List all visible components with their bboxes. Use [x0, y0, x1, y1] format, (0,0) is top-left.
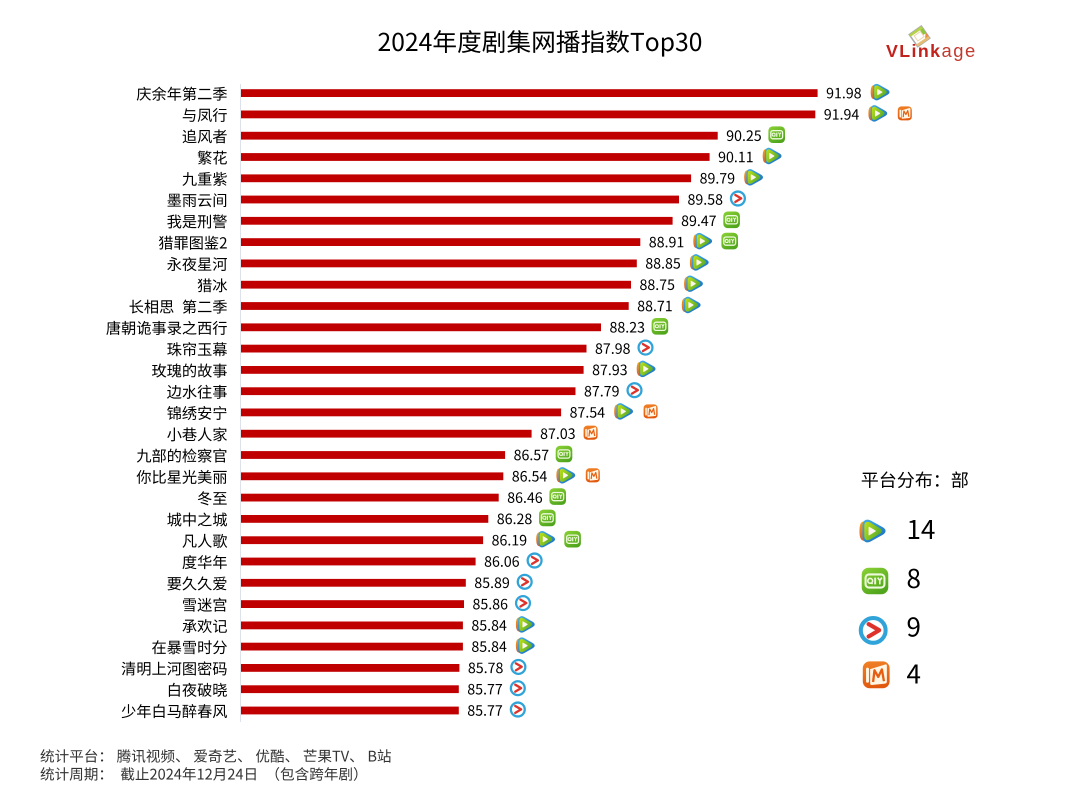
svg-text:VLink: VLink [886, 41, 941, 61]
svg-text:age: age [942, 40, 977, 61]
